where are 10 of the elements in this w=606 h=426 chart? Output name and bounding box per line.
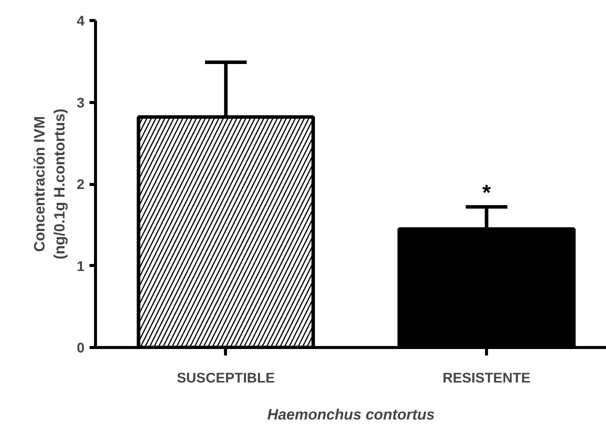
- annotation: *: [482, 180, 492, 205]
- y-tick-label: 0: [76, 340, 85, 356]
- x-axis-title: Haemonchus contortus: [267, 406, 435, 424]
- x-tick-label: RESISTENTE: [442, 370, 531, 386]
- y-tick-label: 3: [76, 94, 85, 110]
- y-axis-title: Concentración IVM (ng/0.1g H.contortus): [31, 108, 69, 260]
- x-tick-label: SUSCEPTIBLE: [176, 370, 275, 386]
- y-tick-label: 1: [76, 258, 85, 274]
- y-tick-label: 2: [76, 176, 85, 192]
- y-tick-label: 4: [76, 12, 85, 28]
